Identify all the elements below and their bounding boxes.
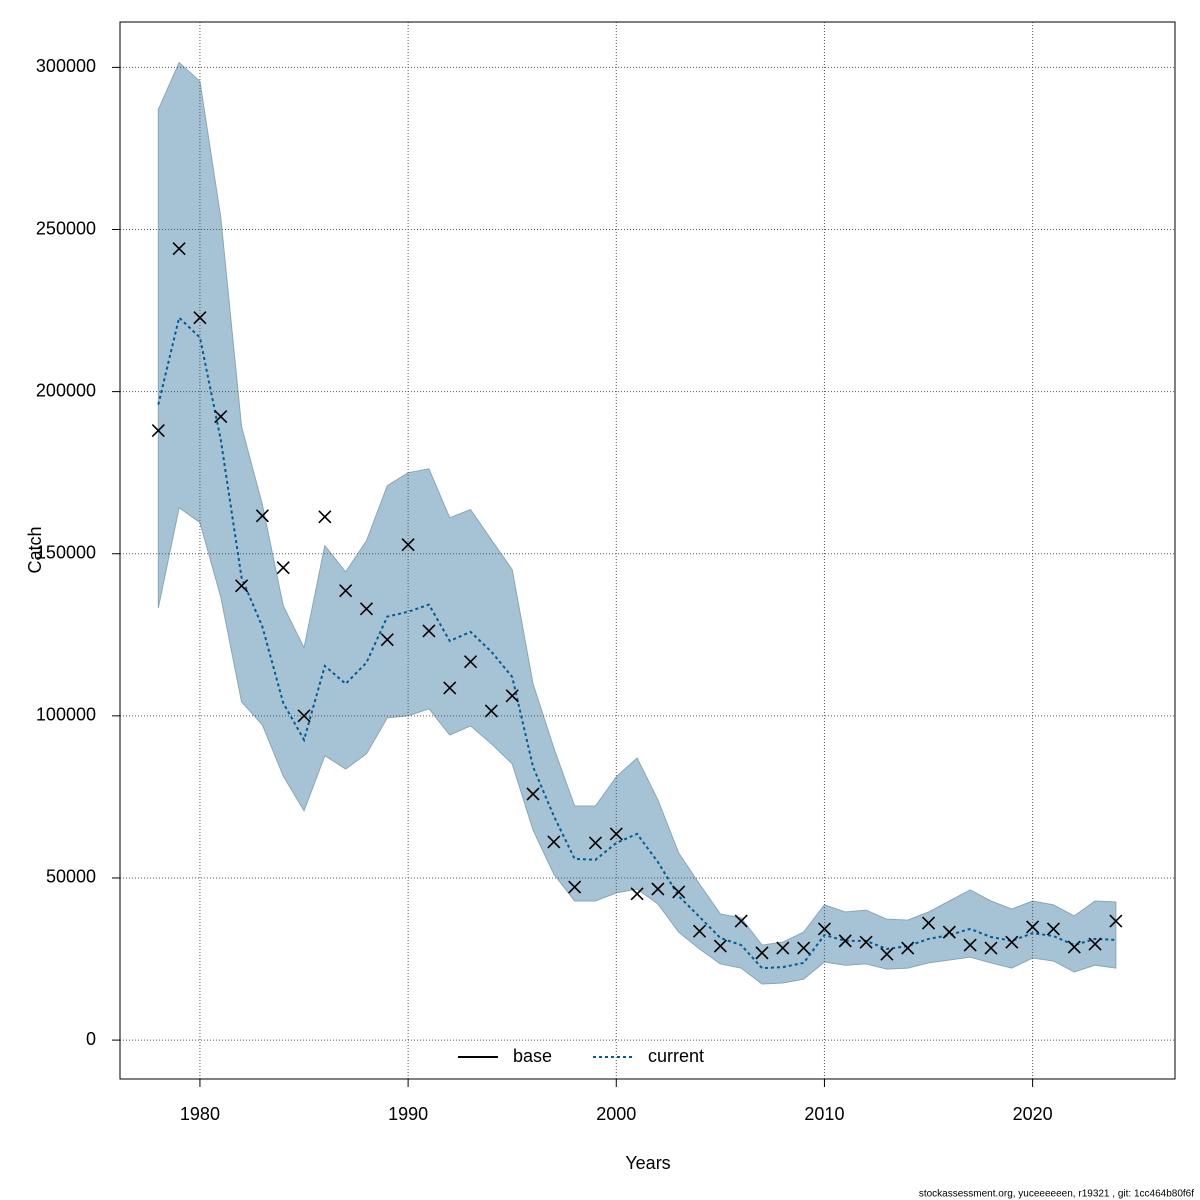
observed-marker [1046,922,1060,936]
observed-marker [1067,940,1081,954]
observed-marker [505,689,519,703]
observed-marker [672,885,686,899]
observed-marker [318,510,332,524]
observed-marker [859,935,873,949]
observed-marker [484,704,498,718]
observed-marker [901,941,915,955]
observed-marker [609,827,623,841]
observed-marker [235,579,249,593]
observed-marker [588,836,603,850]
observed-marker [630,887,644,901]
observed-marker [568,880,582,894]
observed-marker [963,938,977,952]
observed-marker [1088,937,1102,951]
observed-marker [755,946,769,960]
observed-marker [942,925,956,939]
x-tick-label: 2020 [1013,1104,1053,1124]
observed-marker [526,787,540,801]
observed-marker [151,423,165,438]
y-tick-label: 300000 [36,56,96,76]
observed-marker [984,941,998,955]
observed-marker [776,941,790,955]
legend-label: base [513,1046,552,1066]
legend-label: current [648,1046,704,1066]
observed-marker [880,947,894,961]
observed-marker [463,655,478,669]
observed-marker [255,509,269,523]
observed-marker [692,924,707,938]
observed-marker [172,242,186,256]
observed-marker [734,914,748,928]
y-tick-label: 50000 [46,867,96,887]
y-tick-label: 100000 [36,705,96,725]
observed-marker [422,624,436,638]
observed-marker [276,561,290,575]
y-tick-label: 150000 [36,542,96,562]
x-tick-label: 2010 [804,1104,844,1124]
observed-marker [921,916,936,930]
observed-marker [838,934,852,948]
observed-marker [193,311,207,325]
plot-frame [119,21,1176,1080]
x-tick-label: 2000 [596,1104,636,1124]
observed-marker [339,584,353,598]
observed-marker [443,681,457,695]
y-tick-label: 250000 [36,218,96,238]
observed-marker [1005,935,1019,949]
x-tick-label: 1990 [388,1104,428,1124]
observed-marker [817,922,832,936]
observed-marker [1109,914,1123,928]
x-axis-label: Years [625,1153,670,1173]
y-axis-label: Catch [25,526,45,573]
observed-marker [1026,920,1040,934]
x-tick-label: 1980 [180,1104,220,1124]
observed-marker [359,602,374,616]
series-line [157,315,1116,970]
observed-marker [547,835,561,849]
observed-marker [297,709,311,723]
confidence-band [157,61,1117,985]
y-tick-label: 0 [86,1029,96,1049]
y-tick-label: 200000 [36,380,96,400]
observed-marker [713,939,727,953]
observed-marker [380,633,394,647]
observed-marker [401,538,415,552]
caption: stockassessment.org, yuceeeeeen, r19321 … [919,1189,1194,1200]
observed-marker [651,882,665,896]
observed-marker [214,410,228,424]
observed-marker [797,941,811,955]
